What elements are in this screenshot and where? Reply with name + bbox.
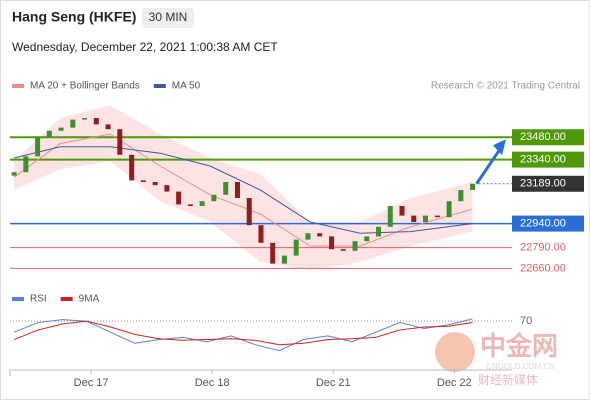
ma-line [13, 146, 473, 234]
x-tick-label: Dec 17 [74, 377, 109, 389]
title: Hang Seng (HKFE) [12, 9, 136, 25]
legend-swatch [12, 84, 24, 88]
candle [152, 182, 158, 186]
candle [23, 156, 29, 173]
candle [329, 236, 335, 250]
candle [70, 119, 76, 128]
candle [176, 191, 182, 205]
x-tick-label: Dec 22 [437, 377, 472, 389]
candle [305, 233, 311, 240]
candle [129, 154, 135, 181]
candle [340, 249, 346, 251]
candle [434, 215, 440, 218]
candle [387, 206, 393, 227]
candle [446, 201, 452, 218]
legend-label: RSI [30, 294, 47, 305]
candle [35, 137, 41, 157]
level-label: 23189.00 [520, 178, 566, 190]
level-label: 23480.00 [520, 131, 566, 143]
y-tick-label: 70 [520, 315, 532, 327]
ma-line [13, 133, 473, 247]
candle [270, 242, 276, 264]
candle [376, 226, 382, 237]
level-label: 22790.00 [520, 242, 566, 254]
legend-label: 9MA [79, 294, 100, 305]
candle [117, 129, 123, 155]
level-label: 22940.00 [520, 218, 566, 230]
x-tick-label: Dec 21 [316, 377, 351, 389]
watermark: 中金网 财经新媒体 CNGOLD.COM.CN [435, 331, 558, 387]
x-tick-label: Dec 18 [195, 377, 230, 389]
level-box [512, 129, 584, 146]
candle [211, 194, 217, 202]
legend-swatch [60, 297, 73, 301]
candle [422, 215, 428, 222]
datetime: Wednesday, December 22, 2021 1:00:38 AM … [12, 40, 278, 54]
candle [364, 236, 370, 242]
candle [58, 127, 64, 131]
forecast-arrowhead [493, 139, 506, 156]
forecast-arrow [475, 148, 502, 185]
candle [46, 130, 52, 138]
candle [223, 182, 229, 195]
candle [93, 118, 99, 125]
candle [399, 206, 405, 216]
candle [293, 239, 299, 256]
level-label: 23340.00 [520, 154, 566, 166]
legend-swatch [12, 297, 24, 301]
rsi-line [13, 318, 473, 352]
candle [140, 180, 146, 182]
watermark-tagline: 财经新媒体 [478, 372, 538, 387]
candle [470, 183, 476, 190]
candle [82, 118, 88, 120]
legend-label: MA 20 + Bollinger Bands [30, 81, 140, 92]
candle [411, 215, 417, 222]
level-box [512, 215, 584, 232]
candle [199, 201, 205, 206]
level-box [512, 151, 584, 168]
watermark-brand: 中金网 [480, 331, 558, 361]
candle [317, 233, 323, 237]
legend-swatch [153, 84, 166, 88]
candle [246, 198, 252, 226]
candle [164, 185, 170, 192]
timeframe: 30 MIN [149, 10, 188, 24]
candle [258, 225, 264, 243]
candle [281, 255, 287, 264]
candle [234, 182, 240, 198]
level-label: 22660.00 [520, 262, 566, 274]
candle [11, 172, 17, 176]
level-box [512, 175, 584, 192]
credit: Research © 2021 Trading Central [431, 81, 580, 92]
legend-label: MA 50 [172, 81, 201, 92]
candle [105, 124, 111, 130]
candle [352, 241, 358, 251]
candle [187, 204, 193, 206]
watermark-site: CNGOLD.COM.CN [486, 362, 555, 371]
rsi-line [13, 320, 473, 346]
watermark-logo [435, 332, 475, 372]
candle [458, 190, 464, 202]
timeframe-badge [142, 8, 194, 28]
